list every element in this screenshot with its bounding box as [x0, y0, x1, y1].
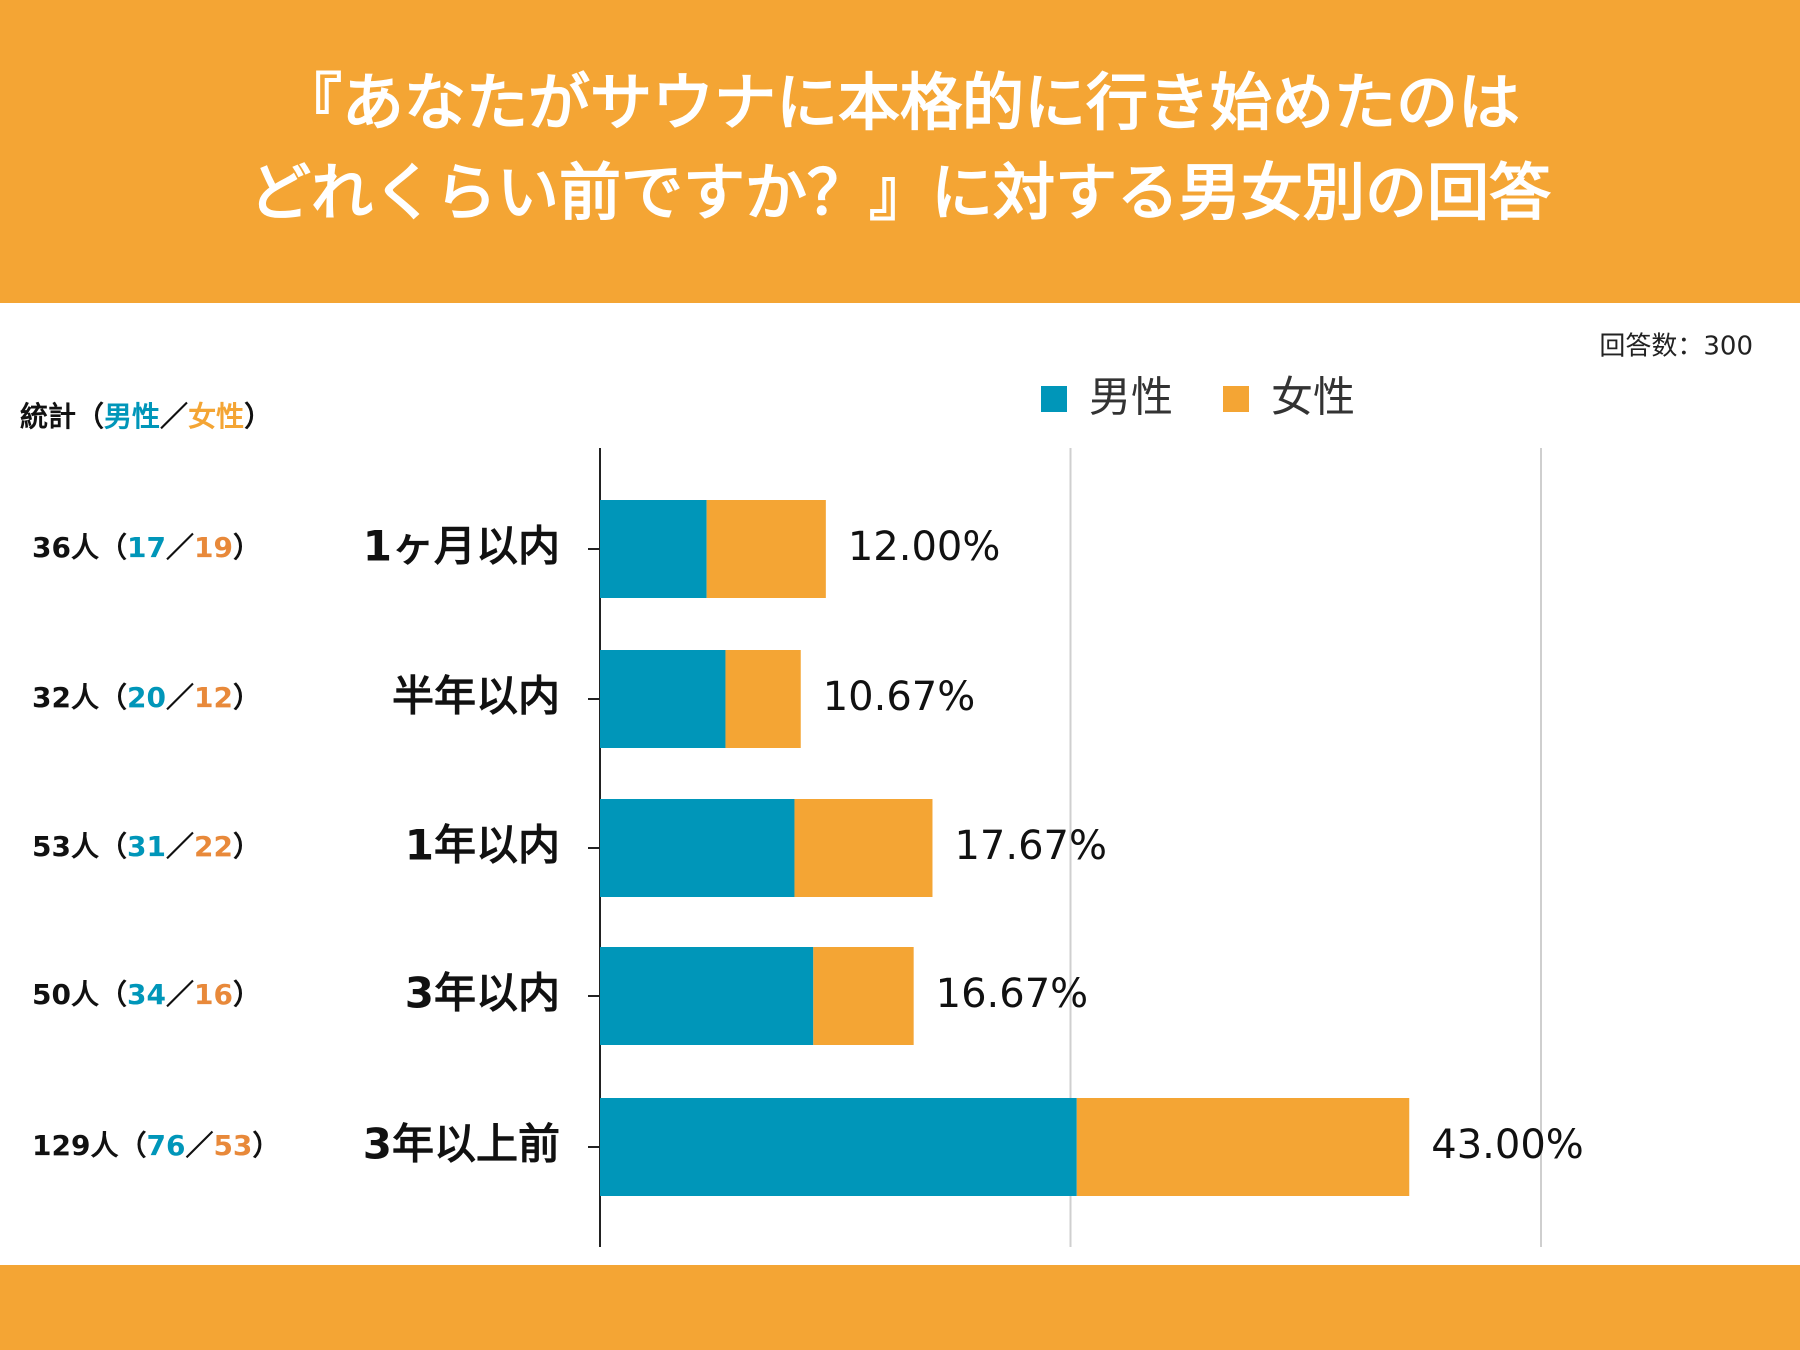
data-label: 17.67%	[954, 823, 1107, 869]
stats-male: 20	[127, 681, 166, 714]
punctuation: （	[99, 830, 127, 863]
stats-male: 31	[127, 830, 166, 863]
stats-female: 53	[213, 1129, 252, 1162]
bar-segment	[600, 650, 726, 748]
stats-total: 32人	[32, 681, 99, 714]
stats-total: 129人	[32, 1129, 118, 1162]
stats-header: 統計（男性／女性）	[20, 400, 272, 433]
header-band	[0, 0, 1800, 303]
stats-header-label: 統計	[20, 400, 76, 433]
bar-segment	[794, 799, 933, 897]
punctuation: ）	[244, 400, 272, 433]
punctuation: （	[99, 681, 127, 714]
stats-male: 34	[127, 978, 166, 1011]
stats-male: 17	[127, 531, 166, 564]
punctuation: ）	[233, 978, 261, 1011]
punctuation: ／	[166, 531, 194, 564]
stats-row: 36人（17／19）	[32, 531, 261, 564]
stats-total: 50人	[32, 978, 99, 1011]
bar-segment	[813, 947, 914, 1045]
legend-label: 女性	[1271, 373, 1355, 422]
stats-row: 32人（20／12）	[32, 681, 261, 714]
bar-segment	[725, 650, 801, 748]
bar-segment	[600, 947, 814, 1045]
stats-female: 12	[194, 681, 233, 714]
chart-title: 『あなたがサウナに本格的に行き始めたのは	[280, 66, 1520, 139]
data-label: 10.67%	[823, 674, 976, 720]
stats-row: 53人（31／22）	[32, 830, 261, 863]
punctuation: （	[118, 1129, 146, 1162]
legend-swatch	[1223, 386, 1249, 412]
legend-swatch	[1041, 386, 1067, 412]
y-tick-label: 半年以内	[392, 672, 560, 721]
stats-female: 19	[194, 531, 233, 564]
punctuation: ）	[233, 681, 261, 714]
punctuation: ／	[166, 681, 194, 714]
stats-male: 76	[146, 1129, 185, 1162]
bar-segment	[600, 799, 795, 897]
stats-row: 50人（34／16）	[32, 978, 261, 1011]
data-label: 16.67%	[936, 971, 1089, 1017]
punctuation: ）	[233, 830, 261, 863]
punctuation: （	[99, 978, 127, 1011]
stats-header-series: 男性	[104, 400, 160, 433]
bar-segment	[600, 500, 707, 598]
respondents-note: 回答数：300	[1599, 332, 1753, 362]
stats-female: 16	[194, 978, 233, 1011]
y-tick-label: 1ヶ月以内	[363, 522, 560, 571]
bar-segment	[600, 1098, 1077, 1196]
punctuation: ）	[252, 1129, 280, 1162]
y-tick-label: 1年以内	[405, 821, 560, 870]
punctuation: ／	[185, 1129, 213, 1162]
punctuation: ／	[166, 978, 194, 1011]
footer-band	[0, 1265, 1800, 1350]
punctuation: （	[76, 400, 104, 433]
stats-female: 22	[194, 830, 233, 863]
y-tick-label: 3年以上前	[363, 1120, 560, 1169]
legend-label: 男性	[1089, 373, 1173, 422]
stats-header-series: 女性	[188, 400, 244, 433]
stats-row: 129人（76／53）	[32, 1129, 280, 1162]
bar-segment	[706, 500, 826, 598]
punctuation: （	[99, 531, 127, 564]
punctuation: ）	[233, 531, 261, 564]
bar-segment	[1076, 1098, 1410, 1196]
y-tick-label: 3年以内	[405, 969, 560, 1018]
stats-total: 53人	[32, 830, 99, 863]
chart-title: どれくらい前ですか？』に対する男女別の回答	[249, 156, 1552, 229]
punctuation: ／	[166, 830, 194, 863]
data-label: 12.00%	[848, 524, 1001, 570]
data-label: 43.00%	[1431, 1122, 1584, 1168]
stats-total: 36人	[32, 531, 99, 564]
punctuation: ／	[160, 400, 188, 433]
